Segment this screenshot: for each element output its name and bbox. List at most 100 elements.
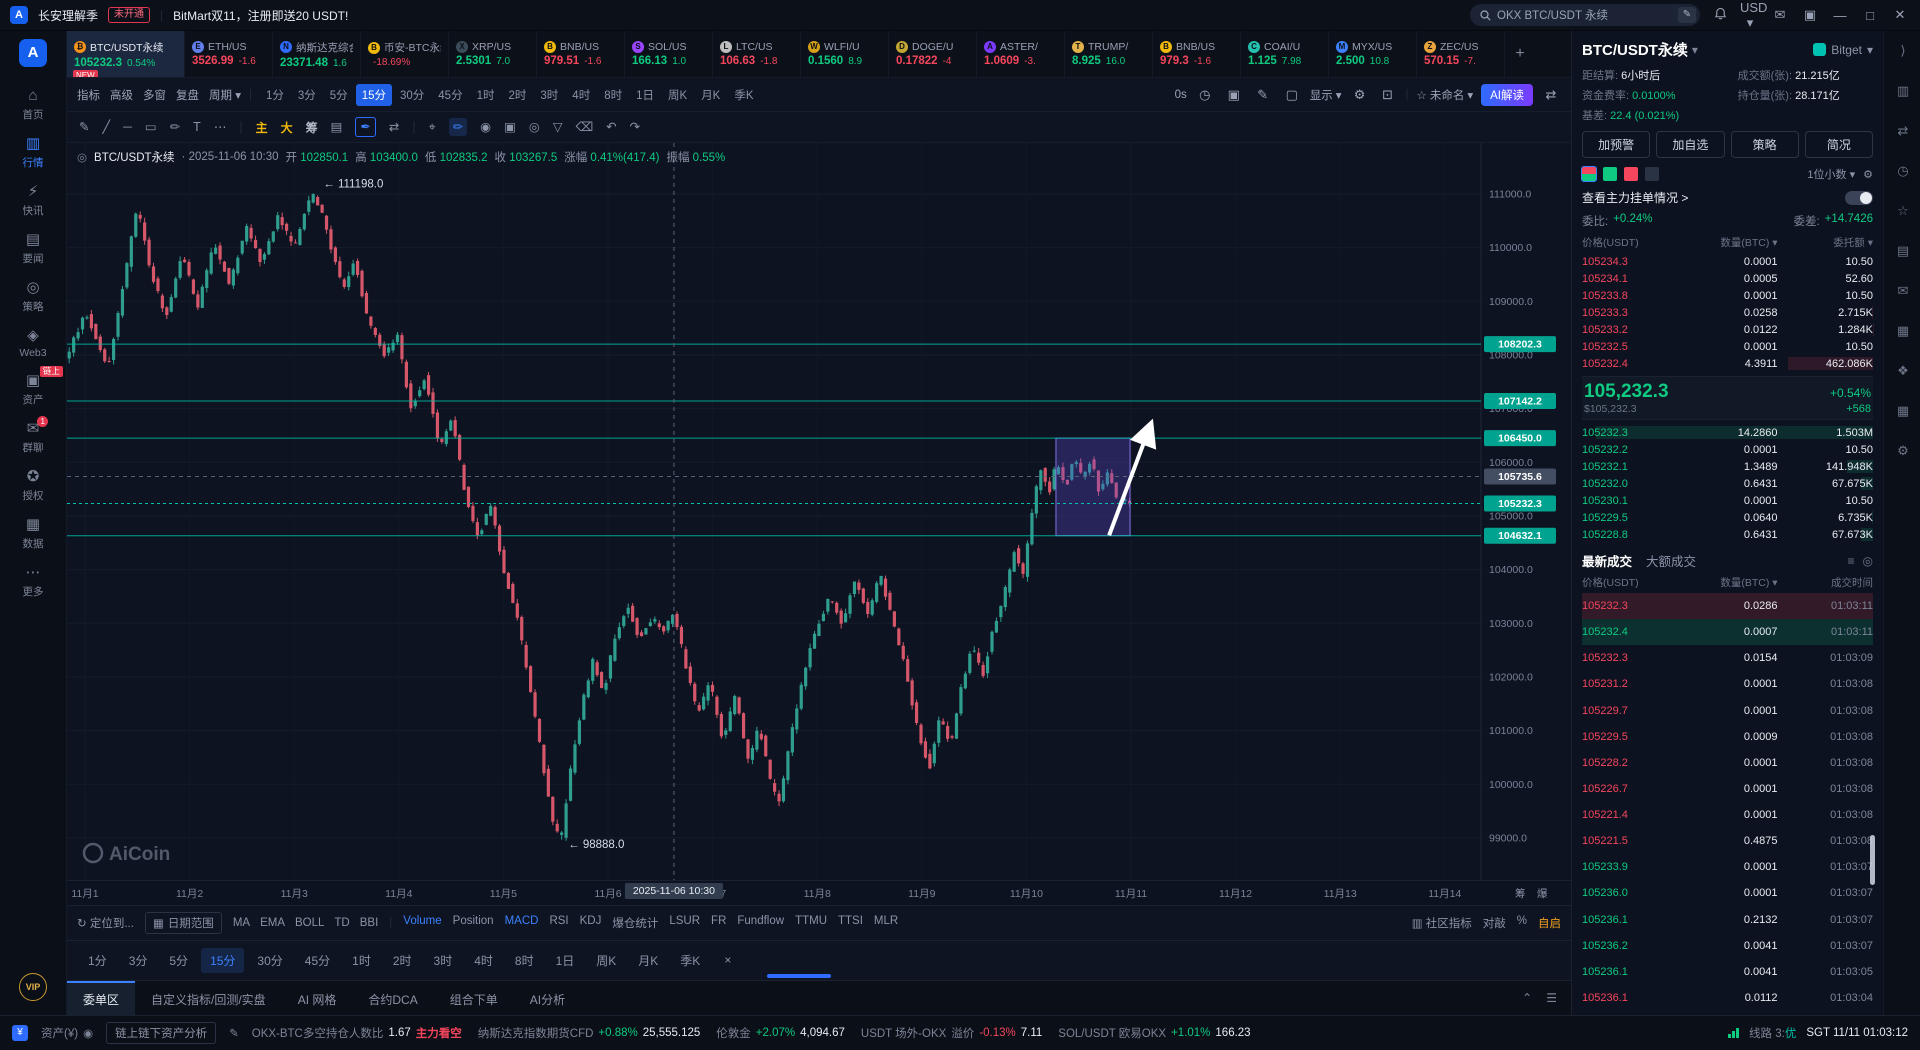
tab-委单区[interactable]: 委单区 — [67, 981, 135, 1015]
line-quality[interactable]: 优 — [1785, 1028, 1797, 1040]
timeframe-3时[interactable]: 3时 — [534, 84, 564, 106]
time-axis[interactable]: 11月111月211月311月411月511月611月711月811月911月1… — [67, 880, 1571, 905]
layout-select[interactable]: ☆ 未命名 ▾ — [1417, 87, 1474, 103]
kline-panel-icon[interactable]: ▥ — [1897, 83, 1909, 99]
panel-button-简况[interactable]: 简况 — [1805, 131, 1873, 158]
rectangle-tool-icon[interactable]: ▭ — [145, 118, 157, 136]
search-input[interactable]: OKX BTC/USDT 永续 ✎ — [1470, 4, 1700, 26]
timeframe-8时[interactable]: 8时 — [598, 84, 628, 106]
gift-panel-icon[interactable]: ❖ — [1897, 363, 1909, 379]
axis-corner-label[interactable]: 筹 — [1515, 886, 1526, 901]
sidebar-item-Web3[interactable]: ◈Web3 — [19, 321, 46, 366]
indicator-对敲[interactable]: 对敲 — [1483, 915, 1506, 931]
horizontal-line-icon[interactable]: ─ — [123, 118, 132, 136]
filter-tool-icon[interactable]: ▽ — [553, 118, 563, 136]
delete-tool-icon[interactable]: ⌫ — [575, 118, 593, 136]
status-item[interactable]: 纳斯达克指数期货CFD+0.88%25,555.125 — [478, 1025, 701, 1041]
trades-list-icon[interactable]: ≡ — [1848, 554, 1855, 568]
ma-item-TD[interactable]: TD — [334, 917, 349, 929]
brush-tool-icon[interactable]: ✏ — [170, 118, 180, 136]
symbol-eye-icon[interactable]: ◎ — [77, 150, 87, 164]
panel-button-加预警[interactable]: 加预警 — [1582, 131, 1650, 158]
monitor-icon[interactable]: ▢ — [1282, 87, 1302, 103]
kline-mode-大[interactable]: 大 — [281, 119, 293, 136]
indicator-KDJ[interactable]: KDJ — [580, 915, 602, 931]
layers-panel-icon[interactable]: ▤ — [1897, 243, 1909, 259]
period-2时[interactable]: 2时 — [384, 948, 421, 973]
main-orders-toggle[interactable] — [1845, 191, 1873, 205]
promo-text[interactable]: BitMart双11，注册即送20 USDT! — [173, 7, 348, 24]
orderbook-mode-asks-icon[interactable] — [1624, 167, 1638, 181]
timeframe-4时[interactable]: 4时 — [566, 84, 596, 106]
draw-pencil-icon[interactable]: ✎ — [79, 118, 89, 136]
activity-label[interactable]: 长安理解季 — [38, 7, 98, 24]
close-button[interactable]: ✕ — [1890, 7, 1910, 23]
assets-label[interactable]: 资产(¥) — [41, 1025, 78, 1041]
asset-analysis-button[interactable]: 链上链下资产分析 — [106, 1022, 216, 1044]
orderbook-mode-list-icon[interactable] — [1645, 167, 1659, 181]
collapse-panel-icon[interactable]: ⌃ — [1522, 991, 1532, 1005]
close-period-icon[interactable]: × — [715, 949, 740, 971]
lock-tool-icon[interactable]: ◉ — [480, 118, 491, 136]
compare-icon[interactable]: ⇄ — [1541, 87, 1561, 103]
indicator-FR[interactable]: FR — [711, 915, 726, 931]
period-1时[interactable]: 1时 — [343, 948, 380, 973]
snapshot-tool-icon[interactable]: ▣ — [504, 118, 516, 136]
data-panel-icon[interactable]: ▦ — [1897, 323, 1909, 339]
status-item[interactable]: SOL/USDT 欧易OKX+1.01%166.23 — [1058, 1025, 1250, 1041]
timeframe-45分[interactable]: 45分 — [432, 84, 468, 106]
app-menu-icon[interactable]: A — [10, 6, 28, 24]
kline-mode-主[interactable]: 主 — [256, 119, 268, 136]
bell-icon[interactable] — [1710, 7, 1730, 23]
alarm-clock-icon[interactable]: ◷ — [1195, 87, 1215, 103]
ma-item-BOLL[interactable]: BOLL — [295, 917, 324, 929]
sidebar-item-首页[interactable]: ⌂首页 — [19, 81, 46, 129]
period-4时[interactable]: 4时 — [465, 948, 502, 973]
tab-组合下单[interactable]: 组合下单 — [434, 981, 514, 1015]
ma-item-MA[interactable]: MA — [233, 917, 250, 929]
timeframe-15分[interactable]: 15分 — [356, 84, 392, 106]
period-季K[interactable]: 季K — [671, 948, 709, 973]
fullscreen-icon[interactable]: ⊡ — [1378, 87, 1398, 103]
symbol-caret-icon[interactable]: ▾ — [1692, 43, 1698, 57]
indicator-Position[interactable]: Position — [453, 915, 494, 931]
indicator-自启[interactable]: 自启 — [1538, 915, 1561, 931]
timeframe-3分[interactable]: 3分 — [292, 84, 322, 106]
undo-icon[interactable]: ↶ — [606, 118, 616, 136]
trades-tab-最新成交[interactable]: 最新成交 — [1582, 551, 1632, 570]
date-range-button[interactable]: ▦ 日期范围 — [145, 912, 222, 934]
period-45分[interactable]: 45分 — [296, 948, 339, 973]
indicator-社区指标[interactable]: ▥ 社区指标 — [1412, 915, 1472, 931]
sidebar-item-更多[interactable]: ⋯更多 — [19, 558, 46, 606]
link-tool-icon[interactable]: ⇄ — [389, 118, 399, 136]
add-ticker-button[interactable]: + — [1505, 45, 1535, 63]
period-8时[interactable]: 8时 — [506, 948, 543, 973]
sidebar-item-要闻[interactable]: ▤要闻 — [19, 225, 46, 273]
indicator-TTMU[interactable]: TTMU — [795, 915, 827, 931]
indicator-爆仓统计[interactable]: 爆仓统计 — [612, 915, 658, 931]
timeframe-5分[interactable]: 5分 — [324, 84, 354, 106]
indicator-LSUR[interactable]: LSUR — [669, 915, 700, 931]
timeframe-1时[interactable]: 1时 — [471, 84, 501, 106]
period-3分[interactable]: 3分 — [120, 948, 157, 973]
trades-filter-icon[interactable]: ◎ — [1863, 554, 1873, 568]
period-3时[interactable]: 3时 — [425, 948, 462, 973]
